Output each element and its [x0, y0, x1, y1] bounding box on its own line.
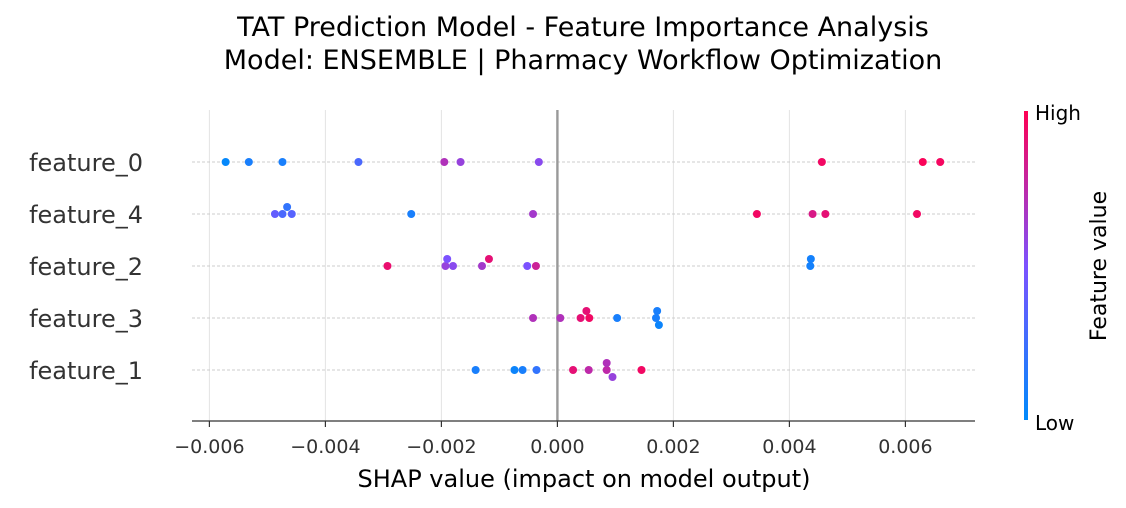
feature-label: feature_2 [29, 253, 143, 281]
shap-point [936, 158, 945, 166]
x-tick-label: 0.002 [646, 436, 700, 458]
shap-point [752, 210, 761, 218]
x-tick-label: −0.006 [174, 436, 244, 458]
shap-point [821, 210, 830, 218]
chart-title-line2: Model: ENSEMBLE | Pharmacy Workflow Opti… [224, 45, 942, 76]
shap-point [449, 262, 457, 270]
shap-point [221, 158, 230, 166]
shap-point [918, 158, 927, 166]
x-tick-label: 0.000 [530, 436, 584, 458]
feature-label: feature_0 [29, 149, 143, 177]
shap-point [244, 158, 253, 166]
shap-points [221, 158, 945, 381]
shap-point [484, 255, 493, 263]
shap-point [529, 314, 538, 322]
feature-label: feature_1 [29, 357, 143, 385]
shap-point [817, 158, 826, 166]
shap-point [585, 314, 594, 322]
shap-point [653, 307, 662, 315]
shap-point [584, 366, 593, 374]
x-tick-label: 0.006 [878, 436, 932, 458]
shap-point [532, 366, 541, 374]
shap-point [440, 158, 449, 166]
x-axis-ticks: −0.006 −0.004 −0.002 0.000 0.002 0.004 0.006 [174, 421, 933, 458]
shap-point [534, 158, 543, 166]
shap-point [602, 359, 611, 367]
x-tick-label: 0.004 [762, 436, 816, 458]
shap-point [652, 314, 660, 322]
shap-point [478, 262, 486, 270]
shap-point [608, 373, 617, 381]
shap-point [383, 262, 392, 270]
shap-point [569, 366, 578, 374]
shap-point [806, 255, 815, 263]
shap-point [443, 255, 452, 263]
shap-point [270, 210, 279, 218]
x-tick-label: −0.002 [406, 436, 476, 458]
shap-point [283, 203, 292, 211]
colorbar-title: Feature value [1087, 191, 1112, 341]
shap-point [278, 158, 287, 166]
feature-label: feature_3 [29, 305, 143, 333]
shap-point [582, 307, 591, 315]
shap-point [510, 366, 519, 374]
shap-point [531, 262, 540, 270]
shap-point [529, 210, 538, 218]
shap-point [456, 158, 465, 166]
shap-point [471, 366, 480, 374]
shap-point [637, 366, 646, 374]
chart-title-line1: TAT Prediction Model - Feature Importanc… [236, 12, 929, 43]
feature-label: feature_4 [29, 201, 143, 229]
shap-point [354, 158, 363, 166]
shap-point [654, 321, 663, 329]
shap-point [808, 210, 817, 218]
colorbar-high-label: High [1035, 101, 1081, 125]
shap-point [278, 210, 287, 218]
shap-point [407, 210, 416, 218]
colorbar-low-label: Low [1035, 411, 1074, 435]
shap-point [613, 314, 622, 322]
shap-point [556, 314, 565, 322]
shap-point [806, 262, 815, 270]
shap-point [287, 210, 296, 218]
shap-point [441, 262, 450, 270]
colorbar [1024, 111, 1028, 420]
shap-point [913, 210, 921, 218]
shap-point [523, 262, 532, 270]
shap-point [576, 314, 585, 322]
x-axis-label: SHAP value (impact on model output) [358, 465, 811, 493]
x-tick-label: −0.004 [290, 436, 360, 458]
shap-point [518, 366, 527, 374]
feature-rows: feature_0 feature_4 feature_2 feature_3feat… [29, 149, 975, 385]
shap-point [602, 366, 611, 374]
